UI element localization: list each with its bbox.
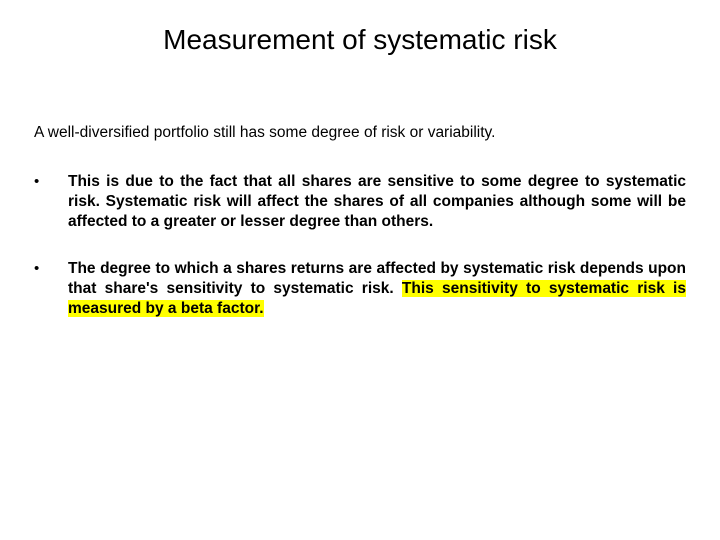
- bullet-item: • This is due to the fact that all share…: [34, 172, 686, 231]
- bullet-text: The degree to which a shares returns are…: [68, 259, 686, 318]
- page-title: Measurement of systematic risk: [34, 24, 686, 56]
- intro-text: A well-diversified portfolio still has s…: [34, 124, 686, 142]
- bullet-item: • The degree to which a shares returns a…: [34, 259, 686, 318]
- bullet-marker: •: [34, 172, 68, 190]
- bullet-text: This is due to the fact that all shares …: [68, 172, 686, 231]
- bullet-marker: •: [34, 259, 68, 277]
